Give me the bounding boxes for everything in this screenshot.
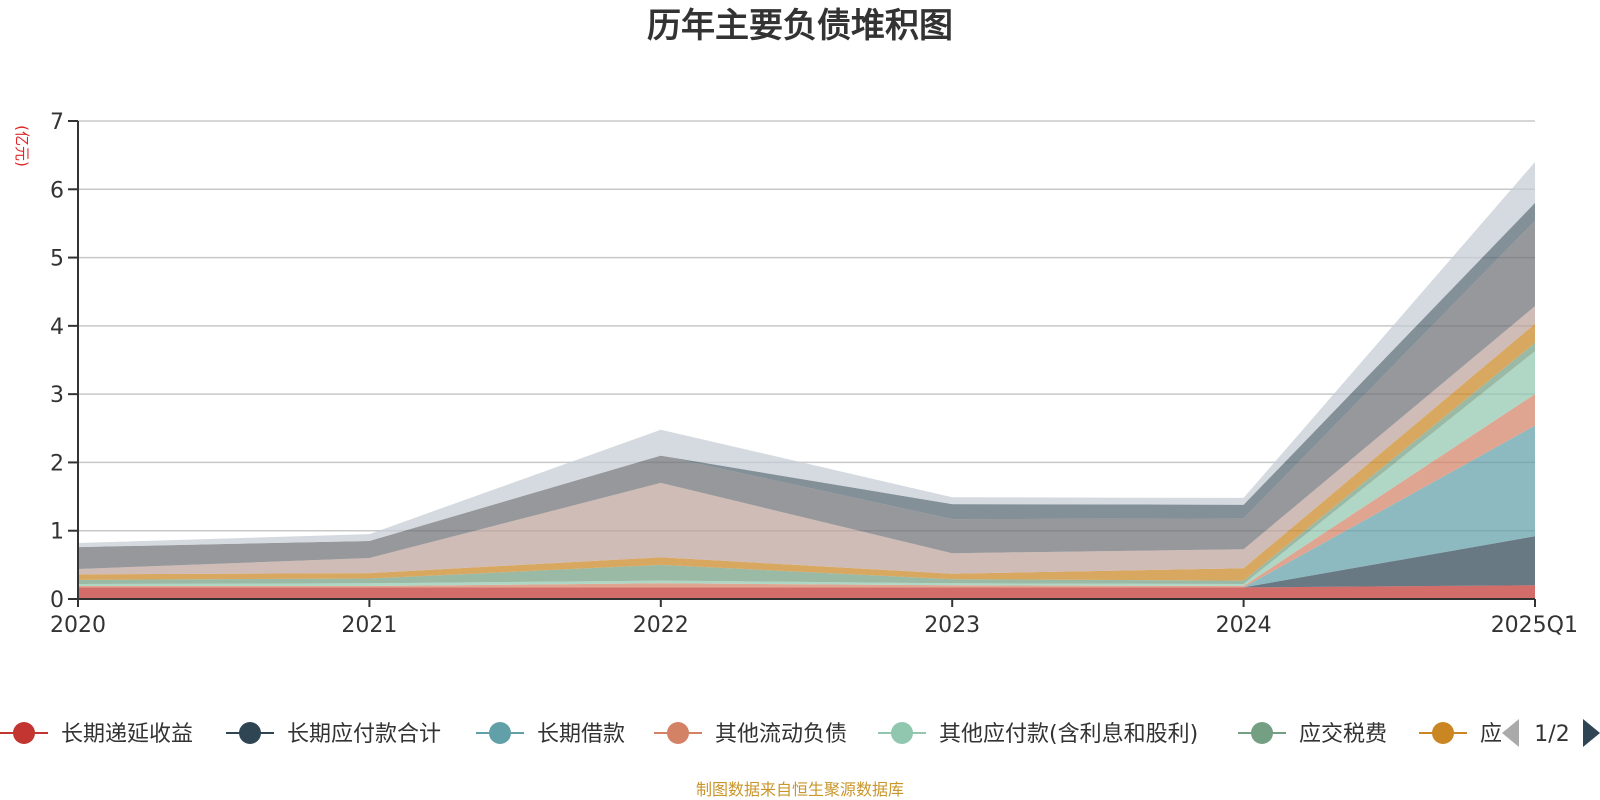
legend-item-4[interactable]: 其他应付款(含利息和股利) (878, 722, 1198, 747)
legend-item-5[interactable]: 应交税费 (1238, 722, 1387, 747)
legend-label: 应 (1480, 722, 1502, 747)
y-tick-label: 5 (50, 247, 64, 272)
y-tick-label: 2 (50, 451, 64, 476)
legend-label: 其他流动负债 (715, 722, 847, 747)
y-tick-label: 7 (50, 110, 64, 135)
y-tick-label: 3 (50, 383, 64, 408)
legend-marker-icon (891, 722, 913, 744)
legend-item-3[interactable]: 其他流动负债 (654, 722, 847, 747)
area-series-1[interactable] (78, 536, 1535, 588)
area-series-10[interactable] (78, 162, 1535, 548)
legend-item-0[interactable]: 长期递延收益 (0, 722, 193, 747)
x-tick-label: 2024 (1216, 613, 1272, 638)
axes: 0 1 2 3 4 5 6 7 2020 2021 2022 2023 2024 2025Q1 (50, 110, 1578, 638)
x-tick-label: 2023 (924, 613, 980, 638)
legend-item-2[interactable]: 长期借款 (476, 722, 625, 747)
x-tick-label: 2020 (50, 613, 106, 638)
y-axis-unit: (亿元) (13, 125, 31, 167)
x-tick-label: 2022 (633, 613, 689, 638)
legend-label: 长期借款 (537, 722, 625, 747)
legend-label: 长期递延收益 (61, 722, 193, 747)
area-series-group (78, 162, 1535, 599)
x-tick-label: 2021 (341, 613, 397, 638)
legend-item-1[interactable]: 长期应付款合计 (226, 722, 441, 747)
chart-title: 历年主要负债堆积图 (647, 6, 953, 46)
x-tick-label: 2025Q1 (1491, 613, 1578, 638)
area-series-0[interactable] (78, 585, 1535, 599)
legend-item-6[interactable]: 应 (1419, 722, 1502, 747)
legend-prev-page-icon[interactable] (1502, 719, 1519, 747)
legend-page-indicator: 1/2 (1534, 722, 1569, 747)
legend-marker-icon (667, 722, 689, 744)
legend-label: 应交税费 (1299, 722, 1387, 747)
legend-marker-icon (1251, 722, 1273, 744)
legend-marker-icon (13, 722, 35, 744)
data-source-note: 制图数据来自恒生聚源数据库 (696, 780, 904, 799)
legend-label: 其他应付款(含利息和股利) (939, 722, 1198, 747)
legend-pager: 1/2 (1502, 719, 1600, 747)
legend-next-page-icon[interactable] (1583, 719, 1600, 747)
legend: 长期递延收益 长期应付款合计 长期借款 其他流动负债 其他应付款(含利息和股利) 应交税费… (0, 722, 1502, 747)
legend-label: 长期应付款合计 (287, 722, 441, 747)
y-tick-label: 0 (50, 588, 64, 613)
area-series-8[interactable] (78, 220, 1535, 569)
legend-marker-icon (489, 722, 511, 744)
legend-marker-icon (1432, 722, 1454, 744)
legend-marker-icon (239, 722, 261, 744)
area-series-7[interactable] (78, 306, 1535, 575)
y-tick-label: 4 (50, 315, 64, 340)
y-tick-label: 6 (50, 178, 64, 203)
y-tick-label: 1 (50, 520, 64, 545)
grid-lines (78, 120, 1535, 532)
